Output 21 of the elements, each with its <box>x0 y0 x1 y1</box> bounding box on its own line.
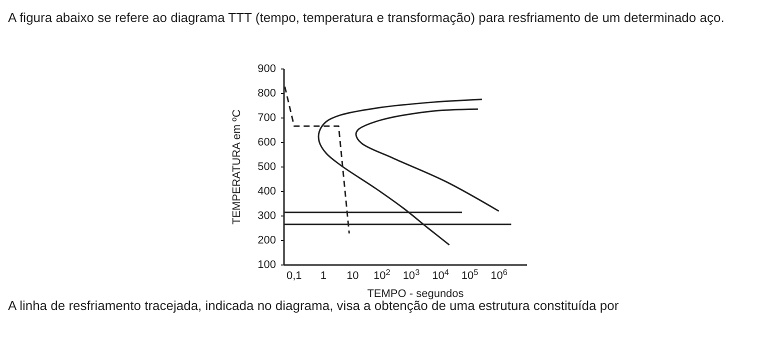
x-tick-label: 10$^{3}$ <box>402 268 420 282</box>
x-tick-label: 10$^{2}$ <box>374 268 391 282</box>
y-tick-label: 200 <box>258 234 276 246</box>
y-tick-label: 900 <box>258 63 276 75</box>
x-tick-label: 10$^{6}$ <box>490 268 508 282</box>
x-tick-label: 10$^{5}$ <box>461 268 479 282</box>
y-axis-title: TEMPERATURA em ºC <box>231 109 243 225</box>
y-tick-label: 500 <box>258 161 276 173</box>
x-tick-label: 10$^{4}$ <box>432 268 450 282</box>
y-tick-label: 600 <box>258 136 276 148</box>
y-tick-label: 100 <box>258 259 276 271</box>
y-tick-label: 800 <box>258 88 276 100</box>
text: A linha de resfriamento tracejada, indicada no diagrama, visa a obtenção de uma estrutura constituída por <box>8 298 620 313</box>
y-tick-label: 400 <box>258 186 276 198</box>
x-tick-label: 10 <box>346 270 359 282</box>
y-tick-label: 700 <box>258 112 276 124</box>
y-tick-label: 300 <box>258 210 276 222</box>
x-tick-label: 1 <box>320 270 326 282</box>
x-tick-label: 0,1 <box>286 270 302 282</box>
chart-title: A figura abaixo se refere ao diagrama TTT (tempo, temperatura e transformação) para resfriamento de um determinado aço. <box>8 10 724 25</box>
x-axis-title: TEMPO - segundos <box>367 288 464 300</box>
